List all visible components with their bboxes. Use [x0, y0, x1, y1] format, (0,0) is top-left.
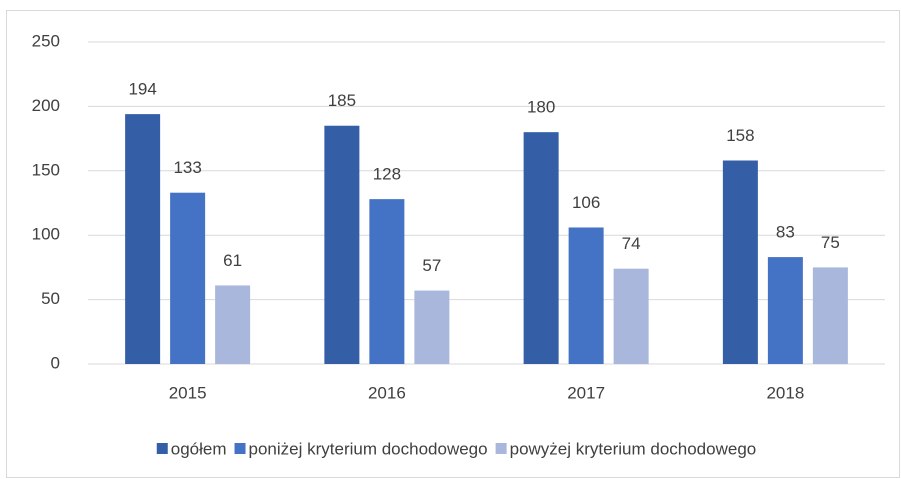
- bar: [722, 160, 758, 364]
- legend-label: powyżej kryterium dochodowego: [510, 439, 757, 458]
- data-label: 75: [821, 233, 840, 252]
- data-label: 133: [173, 158, 201, 177]
- bar: [369, 199, 405, 364]
- data-label: 158: [726, 126, 754, 145]
- bar: [170, 192, 206, 364]
- y-tick-label: 0: [51, 353, 60, 372]
- data-label: 57: [422, 256, 441, 275]
- legend-swatch: [234, 443, 246, 454]
- x-tick-label: 2017: [567, 383, 605, 402]
- data-label: 74: [622, 234, 641, 253]
- bar: [125, 114, 161, 365]
- y-tick-label: 250: [32, 31, 60, 50]
- data-label: 185: [328, 91, 356, 110]
- bar: [324, 125, 360, 364]
- data-label: 61: [223, 251, 242, 270]
- bar: [613, 268, 649, 364]
- x-tick-label: 2015: [169, 383, 207, 402]
- bar: [414, 290, 450, 364]
- legend-label: ogółem: [171, 439, 227, 458]
- bar: [568, 227, 604, 364]
- x-tick-label: 2016: [368, 383, 406, 402]
- data-label: 106: [572, 193, 600, 212]
- data-label: 128: [373, 165, 401, 184]
- bar: [215, 285, 251, 364]
- bar: [812, 267, 848, 364]
- y-tick-label: 50: [41, 289, 60, 308]
- data-label: 194: [128, 80, 156, 99]
- x-tick-label: 2018: [766, 383, 804, 402]
- bar: [767, 257, 803, 364]
- y-tick-label: 200: [32, 96, 60, 115]
- data-label: 83: [776, 223, 795, 242]
- y-tick-label: 150: [32, 160, 60, 179]
- data-label: 180: [527, 98, 555, 117]
- y-tick-label: 100: [32, 225, 60, 244]
- legend-label: poniżej kryterium dochodowego: [249, 439, 488, 458]
- legend-swatch: [156, 443, 168, 454]
- bar: [523, 132, 559, 364]
- legend-swatch: [495, 443, 507, 454]
